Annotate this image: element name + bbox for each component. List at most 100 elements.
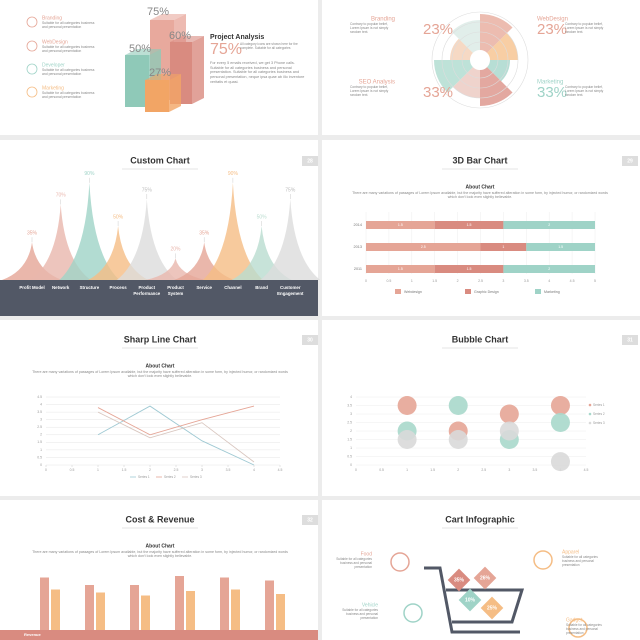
radial-ring [461,41,499,79]
y-tick-label: 2.5 [37,425,42,429]
paragraph-text: There are many variations of passages of… [352,191,608,200]
bar-segment [366,265,435,273]
y-tick-label: 2.5 [347,420,352,424]
line-series [97,411,255,463]
y-tick-label: 4.5 [37,395,42,399]
category-text: Process [109,285,127,290]
radial-ring [451,31,509,89]
legend-dot [588,412,592,416]
radial-wedge [434,60,473,93]
slide-title: Cart Infographic [445,514,515,524]
paragraph-text: Contrary to popular belief, Lorem Ipsum … [350,85,389,98]
peak [59,182,120,280]
legend-dot [588,403,592,407]
legend-dot [588,421,592,425]
x-tick-label: 2.5 [481,468,486,472]
y-tick-label: 1.5 [347,437,352,441]
x-tick-label: 0 [45,468,47,472]
y-tick-label: 2013 [354,245,362,249]
category-text: Profit Model [19,285,45,290]
bar-value: 1.5 [467,267,472,271]
legend-swatch [465,289,471,294]
paragraph-text: Suitable for all categories business and… [42,45,95,54]
legend-label: Series 2 [593,412,605,416]
y-tick-label: 1.5 [37,440,42,444]
x-tick-label: 0.5 [386,279,391,283]
radial-wedge [453,67,480,98]
bar [175,576,184,630]
item-label: WebDesign [42,39,68,45]
legend-label: Series 2 [164,475,176,479]
item-label: Marketing [42,85,64,91]
paragraph-text: Suitable for all categories business and… [42,91,95,100]
category-label: Process [109,285,127,290]
slide-tile [0,320,318,496]
radial-wedge [487,60,510,82]
badge-number: 29 [627,158,633,164]
legend-swatch [535,289,541,294]
peak [145,258,206,280]
x-tick-label: 1 [411,279,413,283]
x-tick-label: 2 [457,279,459,283]
category-text: Brand [255,285,268,290]
legend-label: Marketing [544,290,560,294]
big-number: 75% [210,41,242,58]
cube [145,80,169,112]
radial-wedge [450,38,473,60]
percent-label: 10% [465,597,476,603]
y-tick-label: 0.5 [347,454,352,458]
paragraph: All category icons are shown here for th… [240,42,298,50]
cube-label: 50% [129,43,151,55]
bubble [397,430,417,449]
paragraph-text: Suitable for all categories business and… [42,68,95,77]
radial-wedge [480,67,513,106]
chart-subtitle: About Chart [146,543,175,549]
line-series [97,405,255,436]
y-tick-label: 1 [40,448,42,452]
item-label: Gadget [566,617,583,623]
badge-number: 30 [307,337,313,343]
paragraph: For every 5 emails received, we get 3 Ph… [210,61,304,84]
slide-tile [322,320,640,496]
x-tick-label: 0.5 [379,468,384,472]
bar-value: 1.5 [398,223,403,227]
bar-value: 2.5 [421,245,426,249]
item-label: Vehicle [362,602,378,608]
paragraph: Suitable for all categories business and… [42,68,95,77]
x-tick-label: 1.5 [432,279,437,283]
bubble [550,396,570,415]
value-label: 50% [257,214,268,220]
badge-number: 31 [627,337,633,343]
value-label: 90% [228,171,239,177]
paragraph-text: All category icons are shown here for th… [240,42,298,50]
x-tick-label: 3 [508,468,510,472]
x-tick-label: 3.5 [226,468,231,472]
bar [186,591,195,630]
slide-title: Custom Chart [130,155,190,165]
radial-ring [441,21,519,99]
item-label: Branding [42,15,62,21]
bubble [448,396,468,415]
bar-value: 1 [502,245,504,249]
bar-segment [503,221,595,229]
x-tick-label: 2.5 [174,468,179,472]
category-text: Product System [167,285,184,296]
x-tick-label: 4.5 [584,468,589,472]
y-tick-label: 0.5 [37,455,42,459]
slide-tile [322,500,640,640]
radial-ring [431,11,529,109]
value-label: 70% [56,193,67,199]
bar [40,577,49,630]
paragraph-text: There are many variations of passages of… [32,550,288,559]
bar [141,595,150,630]
bar [130,585,139,630]
radial-wedge [480,14,513,53]
category-label: Service [196,285,212,290]
chart-subtitle: About Chart [466,184,495,190]
x-tick-label: 3 [502,279,504,283]
x-tick-label: 4.5 [570,279,575,283]
badge-number: 28 [307,158,313,164]
corner-value: 23% [423,21,453,38]
category-text: Customer Engagement [277,285,304,296]
item-icon [533,550,553,570]
